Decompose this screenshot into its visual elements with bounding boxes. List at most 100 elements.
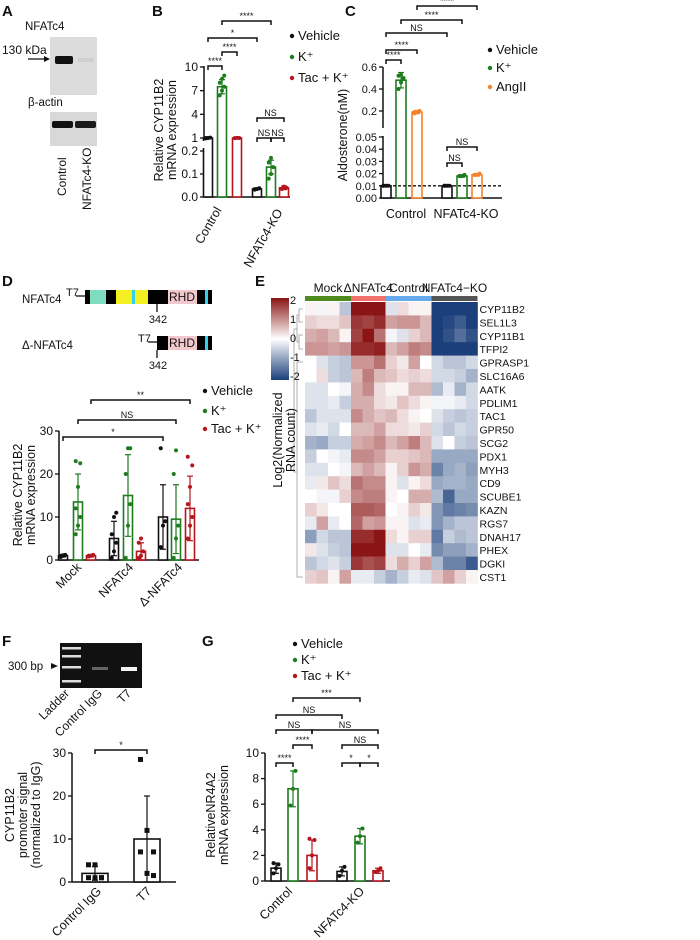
g-significance-label: *: [349, 753, 353, 763]
panel-letter: B: [152, 3, 163, 20]
panel-letter: D: [2, 273, 13, 290]
heatmap-cell: [328, 503, 340, 517]
heatmap-cell: [362, 449, 375, 464]
c-legend-marker: [487, 47, 493, 53]
heatmap-cell: [443, 395, 455, 410]
g-y-tick-label: 6: [252, 797, 259, 811]
heatmap-cell: [374, 382, 386, 397]
heatmap-cell: [420, 570, 432, 584]
b-significance-label: NS: [258, 128, 271, 138]
heatmap-cell: [420, 449, 432, 464]
heatmap-cell: [339, 503, 352, 517]
heatmap-cell: [374, 395, 386, 410]
g-data-point: [355, 840, 360, 845]
heatmap-cell: [408, 409, 421, 423]
heatmap-cell: [454, 449, 467, 464]
heatmap-group-label: Mock: [314, 281, 344, 295]
heatmap-cell: [362, 369, 375, 383]
g-significance-label: ****: [277, 753, 292, 763]
heatmap-cell: [339, 556, 352, 571]
site-label: 342: [149, 314, 167, 326]
construct-name: NFATc4: [22, 294, 62, 306]
heatmap-cell: [431, 570, 444, 584]
heatmap-cell: [374, 422, 386, 437]
heatmap-cell: [454, 302, 467, 316]
heatmap-cell: [328, 382, 340, 397]
heatmap-cell: [328, 476, 340, 490]
heatmap-cell: [431, 529, 444, 544]
gene-label: PDX1: [480, 451, 508, 463]
heatmap-cell: [454, 315, 467, 330]
b-data-point: [222, 73, 227, 78]
gel-marker-label: 300 bp: [8, 661, 43, 673]
heatmap-cell: [328, 516, 340, 531]
heatmap-cell: [420, 489, 432, 504]
heatmap-cell: [431, 436, 444, 450]
d-data-point: [188, 484, 192, 489]
domain-label: RHD: [169, 290, 195, 304]
marker-label: 130 kDa: [2, 43, 47, 57]
c-significance-bracket: [385, 49, 418, 54]
d-data-point: [109, 532, 114, 537]
heatmap-cell: [316, 556, 329, 571]
b-y-tick-label: 1: [191, 131, 198, 145]
heatmap-cell: [443, 315, 455, 330]
c-y-tick-label: 0.05: [356, 132, 377, 144]
heatmap-cell: [339, 369, 352, 383]
heatmap-cell: [339, 570, 352, 584]
g-data-point: [293, 768, 298, 773]
c-data-point: [462, 172, 467, 177]
heatmap-cell: [305, 462, 317, 477]
heatmap-cell: [362, 503, 375, 517]
heatmap-cell: [339, 529, 352, 544]
heatmap-cell: [316, 489, 329, 504]
heatmap-cell: [431, 543, 444, 557]
heatmap-cell: [420, 382, 432, 397]
heatmap-cell: [339, 462, 352, 477]
heatmap-cell: [408, 422, 421, 437]
gene-label: SLC16A6: [480, 371, 525, 383]
b-significance-label: ****: [208, 56, 223, 66]
c-y-tick-label: 0.03: [356, 156, 377, 168]
heatmap-cell: [328, 302, 340, 316]
heatmap-cell: [408, 476, 421, 490]
b-data-point: [220, 76, 224, 81]
b-significance-bracket: [256, 137, 272, 142]
group-color-bar: [351, 296, 386, 301]
heatmap-cell: [362, 355, 375, 370]
ko-faint-band: [78, 58, 94, 62]
c-bar: [395, 79, 407, 199]
heatmap-cell: [443, 355, 455, 370]
heatmap-cell: [431, 382, 444, 397]
d-data-point: [61, 553, 65, 558]
heatmap-cell: [374, 503, 386, 517]
protein-domain: [106, 290, 116, 304]
heatmap-cell: [408, 489, 421, 504]
c-y-tick-label: 0.00: [356, 193, 377, 205]
g-data-point: [307, 866, 312, 871]
heatmap-cell: [385, 476, 398, 490]
protein-domain: [157, 336, 168, 350]
gene-label: KAZN: [480, 505, 508, 517]
actin-blot: [50, 112, 97, 146]
heatmap-cell: [420, 355, 432, 370]
heatmap-cell: [339, 449, 352, 464]
c-legend-marker: [487, 84, 493, 90]
d-data-point: [76, 523, 80, 528]
site-label: 342: [149, 360, 167, 372]
heatmap-cell: [305, 570, 317, 584]
heatmap-cell: [420, 462, 432, 477]
g-y-tick-label: 2: [252, 848, 259, 862]
heatmap-cell: [351, 489, 363, 504]
f-y-axis-label: (normalized to IgG): [29, 762, 43, 869]
f-significance-bracket: [94, 749, 148, 754]
heatmap-cell: [454, 395, 467, 410]
d-y-tick-label: 0: [46, 553, 53, 567]
heatmap-cell: [339, 328, 352, 343]
heatmap-cell: [305, 342, 317, 356]
gene-label: AATK: [480, 384, 507, 396]
heatmap-cell: [466, 476, 478, 490]
heatmap-cell: [443, 342, 455, 356]
lane-label: NFATc4-KO: [80, 148, 94, 210]
